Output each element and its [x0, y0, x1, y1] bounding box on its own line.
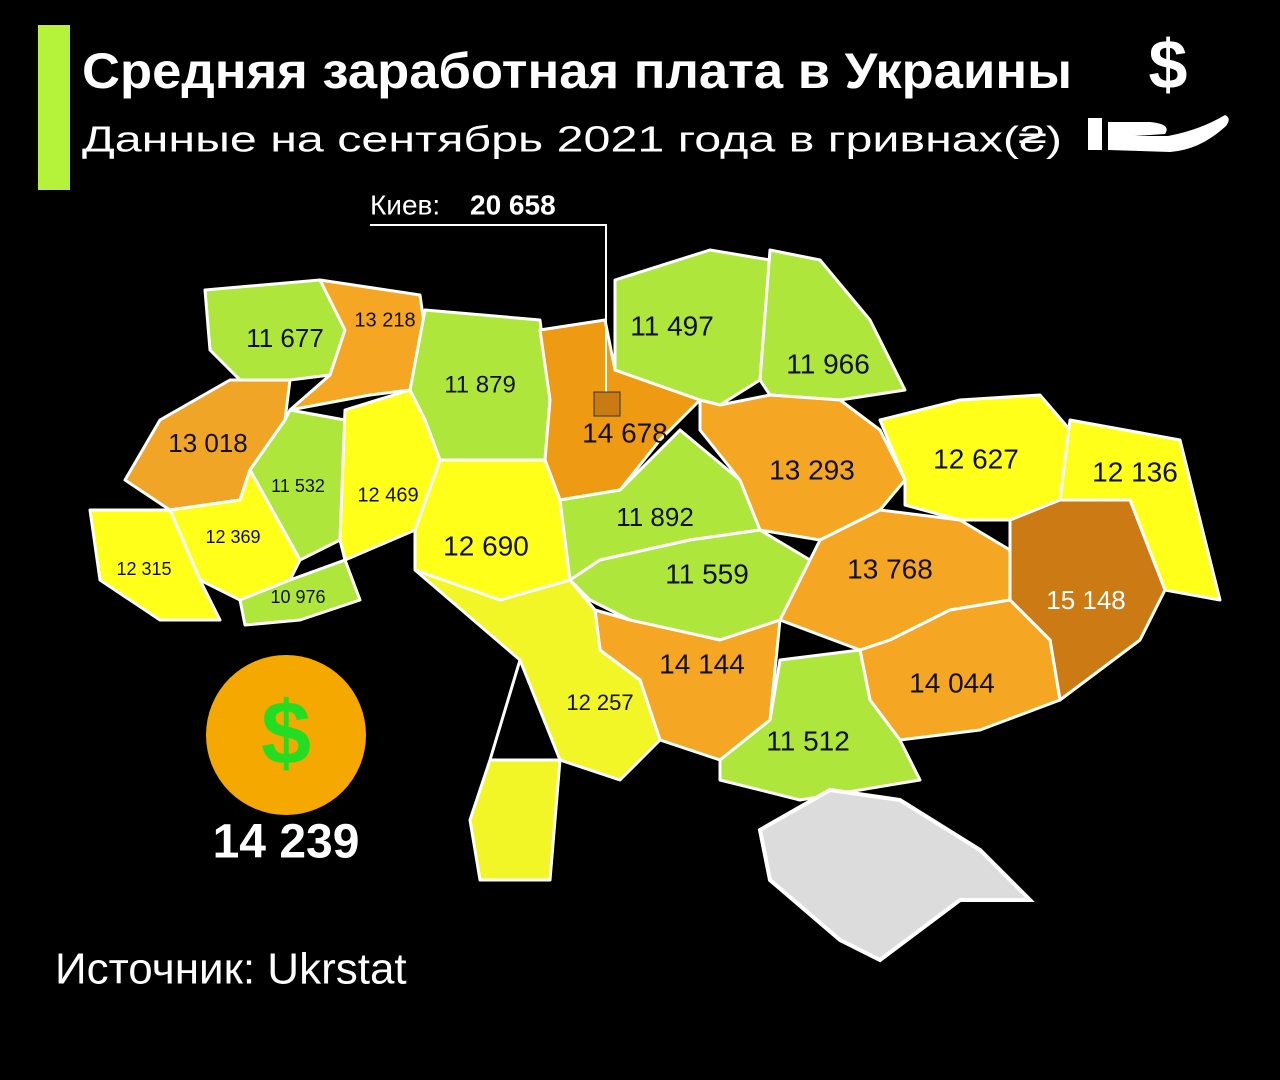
title: Средняя заработная плата в Украины [82, 43, 1072, 99]
icon-symbol: $ [1149, 25, 1188, 103]
region-label: 12 627 [933, 443, 1019, 474]
source: Источник: Ukrstat [55, 945, 407, 994]
average-badge [206, 655, 366, 815]
region-label: 11 497 [630, 310, 714, 341]
region-label: 15 148 [1046, 585, 1126, 615]
region-label: 11 677 [246, 323, 324, 353]
average-value: 14 239 [213, 816, 360, 869]
region [413, 568, 662, 882]
hand-icon: $ [1088, 25, 1229, 152]
subtitle: Данные на сентябрь 2021 года в гривнах(₴… [82, 119, 1062, 160]
region [238, 558, 362, 627]
region [613, 248, 772, 407]
region [88, 508, 222, 622]
region-label: 13 218 [354, 309, 415, 331]
region-label: 10 976 [270, 587, 325, 607]
region-label: 12 469 [357, 484, 418, 506]
region-label: 11 966 [786, 348, 870, 379]
kyiv-callout [370, 224, 607, 395]
region [718, 648, 922, 802]
kyiv-value: 20 658 [470, 189, 556, 220]
region-label: 13 018 [168, 428, 248, 458]
region-label: 12 136 [1092, 456, 1178, 487]
region-label: 13 768 [847, 553, 933, 584]
region [288, 278, 427, 412]
region-label: 12 315 [116, 559, 171, 579]
region-label: 12 369 [205, 527, 260, 547]
region-label: 14 144 [659, 648, 745, 679]
region-label: 14 678 [582, 417, 668, 448]
region-label: 14 044 [909, 667, 995, 698]
accent-bar [38, 25, 70, 190]
region-label: 11 512 [766, 725, 850, 756]
region [698, 393, 907, 542]
region [758, 248, 907, 402]
kyiv-marker [593, 391, 621, 417]
region [168, 468, 302, 602]
kyiv-name: Киев: [370, 189, 440, 220]
region-label: 13 293 [769, 454, 855, 485]
crimea [757, 787, 1035, 963]
region-label: 11 879 [444, 371, 516, 398]
region-label: 11 559 [665, 558, 749, 589]
regions: 11 677 13 218 11 879 14 678 11 497 11 966 13 0… [88, 248, 1222, 882]
region-label: 12 257 [566, 690, 633, 715]
region-label: 11 532 [271, 476, 325, 496]
average-symbol: $ [261, 684, 311, 784]
region-label: 11 892 [616, 502, 694, 532]
region-label: 12 690 [443, 530, 529, 561]
